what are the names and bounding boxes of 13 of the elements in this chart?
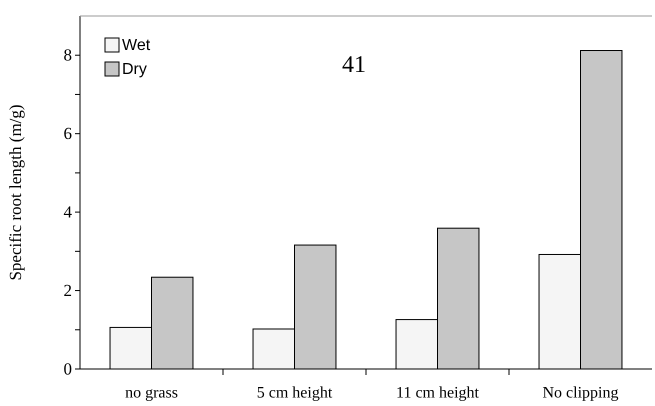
x-tick-label: no grass: [125, 384, 178, 402]
y-tick-label: 0: [64, 359, 72, 378]
x-tick-label: No clipping: [542, 384, 618, 402]
x-tick-label: 5 cm height: [256, 384, 333, 402]
y-tick-label: 2: [64, 280, 72, 300]
legend-label: Wet: [122, 37, 151, 54]
y-tick-label: 8: [64, 46, 72, 65]
annotation: 41: [342, 52, 366, 78]
x-tick-label: 11 cm height: [396, 384, 480, 402]
y-axis-title: Specific root length (m/g): [6, 104, 25, 281]
y-tick-label: 6: [64, 124, 72, 144]
legend-label: Dry: [122, 61, 147, 78]
y-tick-label: 4: [64, 202, 72, 222]
